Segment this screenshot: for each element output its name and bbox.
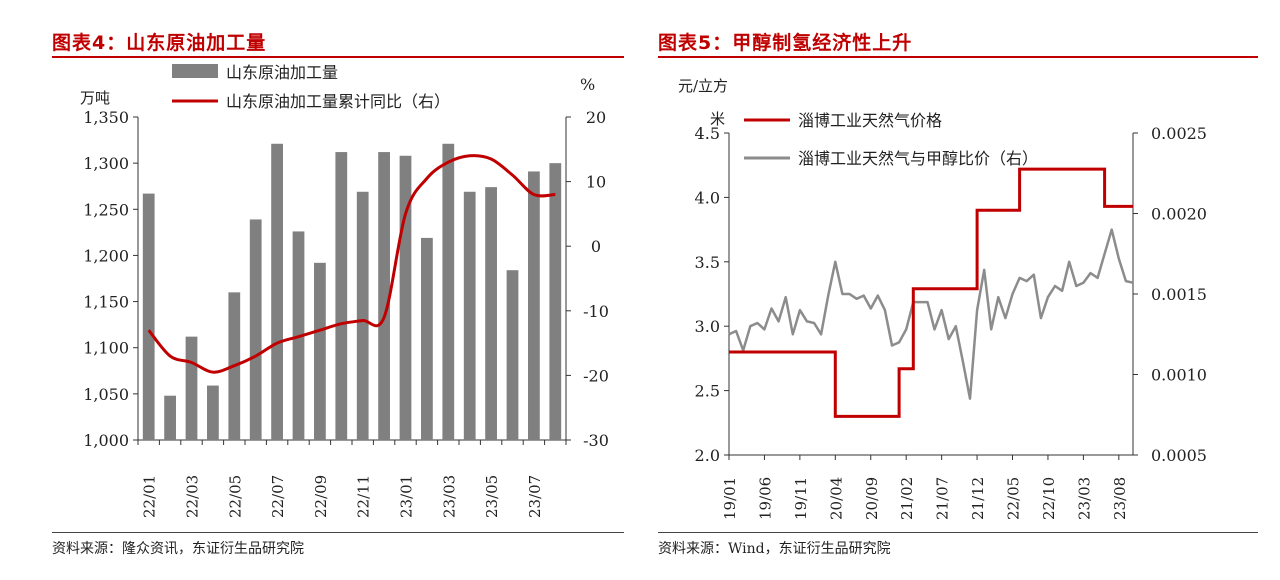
x-tick-label: 21/02 [898,477,916,520]
legend-label-ratio: 淄博工业天然气与甲醇比价（右） [798,149,1038,168]
bar [314,262,326,440]
y-unit-left-line2: 米 [710,110,725,128]
x-tick-label: 19/01 [721,477,739,520]
y-unit-right: % [580,75,595,94]
x-tick-label: 22/09 [312,475,330,518]
y-tick-label-right: 0.0025 [1151,124,1207,143]
bar [378,152,390,440]
x-tick-label: 22/11 [355,475,373,518]
source-note-right: 资料来源：Wind，东证衍生品研究院 [658,541,891,557]
chart-title-right: 图表5：甲醇制氢经济性上升 [658,32,913,54]
source-divider-left [52,532,624,533]
y-tick-label-left: 2.5 [695,382,720,401]
x-tick-label: 22/05 [226,475,244,518]
y-tick-label-right: 10 [586,173,606,192]
title-divider-left [52,56,624,58]
y-tick-label-left: 1,150 [83,293,129,312]
y-tick-label-left: 1,350 [83,108,129,127]
bar [463,191,476,440]
bar [207,385,219,440]
legend-label-line: 山东原油加工量累计同比（右） [226,92,450,111]
x-tick-label: 19/06 [756,477,774,520]
series-line-yoy [147,154,556,374]
plot-svg-left: 1,000 1,050 1,100 1,150 1,200 1,250 1,300 1,350… [80,63,609,518]
x-tick-label: 22/10 [1040,477,1058,520]
y-tick-label-left: 1,100 [83,339,129,358]
source-divider-right [658,532,1258,533]
x-tick-label: 22/01 [141,475,159,518]
y-tick-label-right: 0.0015 [1151,285,1207,304]
x-tick-label: 22/07 [269,475,287,518]
legend-label-price: 淄博工业天然气价格 [798,111,942,130]
x-tick-label: 22/05 [1005,477,1023,520]
y-tick-label-right: 0.0005 [1151,446,1207,465]
bar [506,270,519,440]
chart-panel-left: 图表4：山东原油加工量 1,000 1,050 1,100 1,150 1,200 1,2… [52,32,624,557]
title-divider-right [658,56,1258,58]
x-tick-label: 20/09 [863,477,881,520]
plot-svg-right: 2.0 2.5 3.0 3.5 4.0 4.5 0.0005 0.0010 0.0015 0.00… [678,77,1207,520]
bar [399,155,412,440]
y-tick-label-left: 1,300 [83,154,129,173]
y-tick-label-right: 0.0010 [1151,366,1207,385]
bar [249,219,262,440]
x-tick-label: 20/04 [827,477,845,520]
y-unit-left-line1: 元/立方 [678,77,728,95]
y-tick-label-right: -10 [583,302,609,321]
chart-panel-right: 图表5：甲醇制氢经济性上升 2.0 2.5 3.0 3.5 4.0 4.5 0.0005 0.… [640,0,1280,580]
legend-swatch-bar [172,64,218,78]
y-tick-label-right: 0 [591,237,601,256]
series-line-ratio [728,228,1134,400]
bar [485,187,497,440]
x-tick-label: 23/03 [1075,477,1093,520]
bar [164,395,176,440]
bar [335,152,348,440]
y-tick-label-left: 4.5 [695,124,720,143]
y-tick-label-left: 3.5 [695,253,720,272]
x-tick-label: 23/08 [1111,477,1129,520]
bar [185,336,198,440]
y-tick-label-left: 1,000 [83,431,129,450]
y-tick-label-left: 1,200 [83,246,129,265]
y-tick-label-left: 1,050 [83,385,129,404]
y-tick-label-left: 4.0 [695,188,720,207]
x-tick-label: 21/12 [969,477,987,520]
y-unit-left: 万吨 [80,89,110,107]
y-tick-label-left: 2.0 [695,446,720,465]
chart-title-left: 图表4：山东原油加工量 [52,32,267,54]
bar [356,191,369,440]
bar [442,143,455,440]
x-tick-label: 19/11 [792,477,810,520]
x-tick-label: 21/07 [934,477,952,520]
x-tick-label: 23/05 [483,475,501,518]
legend-label-bar: 山东原油加工量 [226,63,338,82]
bar [528,171,540,440]
y-tick-label-right: -30 [583,431,609,450]
bar [271,143,283,440]
y-tick-label-left: 1,250 [83,200,129,219]
bar [142,193,155,440]
x-tick-label: 23/01 [398,475,416,518]
y-tick-label-right: 20 [586,108,606,127]
y-tick-label-left: 3.0 [695,317,720,336]
y-tick-label-right: 0.0020 [1151,205,1207,224]
x-tick-label: 23/07 [526,475,544,518]
bar [421,237,433,440]
bar [549,163,562,440]
x-tick-label: 22/03 [184,475,202,518]
y-tick-label-right: -20 [583,366,609,385]
source-note-left: 资料来源：隆众资讯，东证衍生品研究院 [52,541,304,557]
x-tick-label: 23/03 [440,475,458,518]
series-line-price [729,167,1133,418]
